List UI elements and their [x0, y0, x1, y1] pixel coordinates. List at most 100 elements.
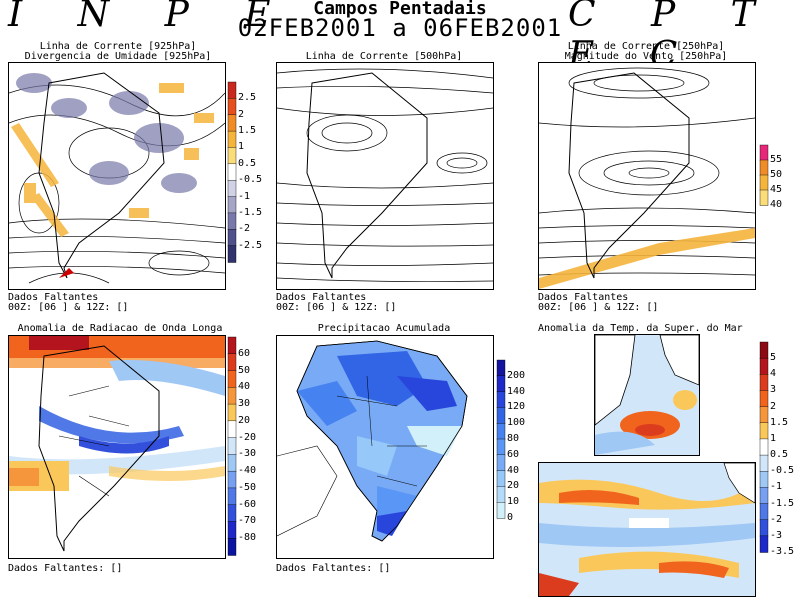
panel3-svg	[539, 67, 755, 289]
cb6-swatch	[759, 422, 769, 440]
cb4-swatch	[227, 538, 237, 556]
panel2-footer-line1: Dados Faltantes	[276, 292, 367, 303]
panel1-title-line1: Linha de Corrente [925hPa]	[39, 41, 197, 52]
cb4-label: -40	[238, 465, 257, 477]
cb6-swatch	[759, 471, 769, 489]
cb4-label: -30	[238, 448, 257, 460]
panel6-title: Anomalia da Temp. da Super. do Mar	[538, 323, 743, 334]
cb4-label: -80	[238, 532, 257, 544]
panel5-svg	[277, 340, 468, 542]
panel1-svg	[9, 72, 225, 284]
cb1-label: -2.5	[238, 239, 263, 251]
cb4-swatch	[227, 353, 237, 372]
cb6-label: -1.5	[770, 497, 795, 509]
cb5-label: 140	[507, 385, 526, 397]
cb4-swatch	[227, 420, 237, 439]
cb6-label: 1	[770, 432, 777, 444]
panel3-footer-line1: Dados Faltantes	[538, 292, 629, 303]
panel2-svg	[277, 68, 493, 282]
panel5-map	[276, 335, 494, 559]
cb3-label: 45	[770, 184, 783, 195]
cb6-swatch	[759, 535, 769, 553]
cb3-swatch	[759, 189, 769, 206]
cb5-swatch	[496, 501, 506, 519]
cb5-label: 200	[507, 369, 526, 381]
cb5-swatch	[496, 375, 506, 393]
cb3-label: 55	[770, 154, 783, 165]
cb6-label: 2	[770, 400, 777, 412]
panel5-title: Precipitacao Acumulada	[317, 323, 451, 334]
panel5-colorbar	[496, 359, 506, 519]
cb6-swatch	[759, 519, 769, 537]
panel3-title-line2: Magnitude do Vento [250hPa]	[564, 51, 728, 62]
cb4-label: 40	[238, 381, 251, 393]
panel1-title: Linha de Corrente [925hPa] Divergencia d…	[8, 42, 228, 62]
cb1-label: 2.5	[238, 92, 257, 104]
panel6-main-svg	[539, 463, 755, 596]
cb4-label: 60	[238, 347, 251, 359]
panel5-footer: Dados Faltantes: []	[276, 563, 391, 574]
panel6-colorbar	[759, 341, 769, 553]
cb5-label: 20	[507, 480, 520, 492]
panel3-title: Linha de Corrente [250hPa] Magnitude do …	[538, 42, 754, 62]
panel1-colorbar	[227, 81, 237, 263]
panel3-title-line1: Linha de Corrente [250hPa]	[567, 41, 725, 52]
panel4-map	[8, 335, 226, 559]
cb4-label: -20	[238, 431, 257, 443]
cb6-label: 4	[770, 368, 777, 380]
panel5-colorbar-labels: 200 140 120 100 80 60 40 20 10 0	[507, 360, 537, 522]
cb4-label: -60	[238, 498, 257, 510]
cb1-swatch	[227, 130, 237, 149]
cb5-label: 60	[507, 448, 520, 460]
cb5-swatch	[496, 470, 506, 488]
cb4-swatch	[227, 403, 237, 422]
cb3-swatch	[759, 159, 769, 176]
cb5-label: 80	[507, 433, 520, 444]
cb6-label: -2	[770, 513, 783, 525]
cb4-label: -70	[238, 515, 257, 527]
cb4-swatch	[227, 454, 237, 472]
cb5-swatch	[496, 391, 506, 409]
cb1-swatch	[227, 229, 237, 247]
panel4-svg	[9, 336, 225, 552]
cb1-label: 0.5	[238, 157, 257, 169]
panel1-colorbar-labels: 2.5 2 1.5 1 0.5 -0.5 -1 -1.5 -2 -2.5	[238, 82, 278, 262]
panel6-inset-map	[594, 334, 700, 456]
panel3-footer-line2: 00Z: [06 ] & 12Z: []	[538, 302, 659, 313]
cb5-label: 10	[507, 496, 520, 508]
cb4-label: 20	[238, 414, 251, 426]
cb6-label: -3	[770, 529, 783, 541]
cb1-swatch	[227, 179, 237, 198]
panel1-footer-line2: 00Z: [06 ] & 12Z: []	[8, 302, 129, 313]
cb6-label: 1.5	[770, 416, 789, 428]
cb4-swatch	[227, 470, 237, 489]
cb6-label: 3	[770, 384, 777, 396]
cb1-label: 2	[238, 108, 245, 120]
cb5-swatch	[496, 407, 506, 424]
cb5-swatch	[496, 438, 506, 456]
cb4-swatch	[227, 387, 237, 405]
panel4-footer: Dados Faltantes: []	[8, 563, 123, 574]
cb1-swatch	[227, 81, 237, 100]
cb4-label: -50	[238, 481, 257, 493]
cb6-label: 5	[770, 352, 777, 364]
cb3-swatch	[759, 144, 769, 161]
cb6-swatch	[759, 390, 769, 408]
panel1-title-line2: Divergencia de Umidade [925hPa]	[24, 51, 212, 62]
cb1-swatch	[227, 163, 237, 181]
cb4-swatch	[227, 504, 237, 523]
cb6-swatch	[759, 406, 769, 424]
cb1-swatch	[227, 147, 237, 165]
cb5-label: 100	[507, 417, 526, 429]
panel2-map	[276, 62, 494, 290]
panel1-map	[8, 62, 226, 290]
cb6-label: -3.5	[770, 546, 795, 557]
cb3-label: 50	[770, 169, 783, 180]
cb1-label: -0.5	[238, 174, 263, 186]
cb1-label: 1.5	[238, 125, 257, 137]
cb6-swatch	[759, 438, 769, 456]
panel3-map	[538, 62, 756, 290]
cb1-label: 1	[238, 141, 245, 153]
panel3-colorbar	[759, 144, 769, 206]
cb6-label: 0.5	[770, 449, 789, 461]
